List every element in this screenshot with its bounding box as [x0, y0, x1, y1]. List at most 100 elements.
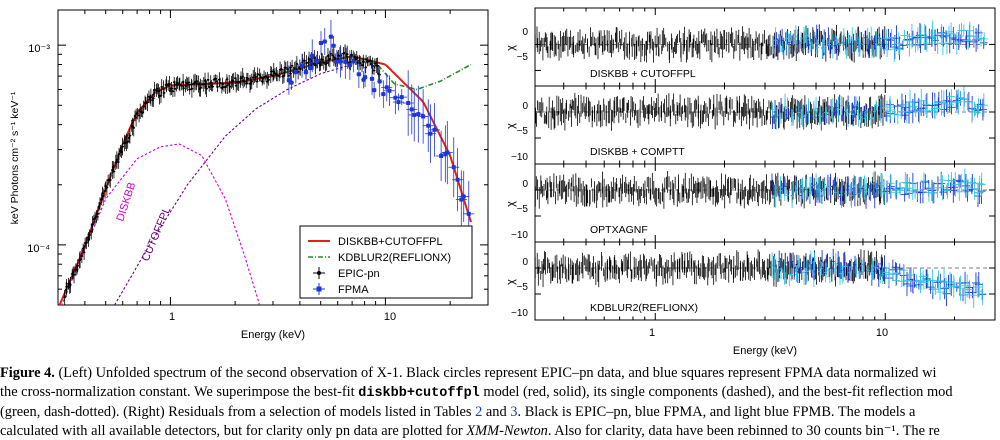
epic-pn-point — [182, 80, 185, 96]
epic-pn-point — [84, 236, 88, 250]
res-ylabel-2: χ — [505, 123, 517, 129]
legend-label-fpma: FPMA — [338, 284, 369, 296]
fpma-residual — [902, 271, 911, 297]
fpmb-residual — [980, 32, 989, 46]
fpmb-residual — [854, 258, 858, 278]
res-ytick-3-m10: −10 — [511, 230, 528, 241]
fpmb-residual — [931, 283, 940, 295]
fpmb-residual — [959, 86, 968, 111]
fpma-point — [342, 44, 348, 79]
figure-caption: Figure 4. (Left) Unfolded spectrum of th… — [0, 364, 1000, 440]
epic-pn-point — [250, 73, 254, 90]
fpmb-residual — [800, 177, 804, 200]
epic-pn-point — [76, 259, 80, 273]
fpmb-residual — [805, 25, 809, 46]
fpmb-residual — [805, 260, 809, 283]
epic-pn-point — [372, 65, 376, 75]
caption-line-4: calculated with all available detectors,… — [0, 423, 940, 439]
fpmb-residual — [954, 89, 963, 115]
fpmb-residual — [779, 112, 783, 124]
fpmb-residual — [919, 181, 928, 198]
fpmb-residual — [975, 286, 984, 297]
annotation-diskbb: DISKBB — [114, 181, 138, 223]
fpma-residual — [822, 262, 826, 277]
fpmb-residual — [861, 256, 865, 280]
epic-pn-point — [319, 59, 322, 71]
epic-pn-point — [241, 72, 245, 89]
fpmb-residual — [844, 38, 848, 59]
fpmb-residual — [835, 35, 839, 46]
fpmb-residual — [932, 101, 941, 116]
legend-marker-epic-pn — [313, 267, 325, 279]
fpma-residual — [810, 104, 814, 130]
res-ytick-3-m5: −5 — [517, 204, 529, 215]
epic-pn-point — [149, 88, 153, 107]
legend-marker-fpma — [313, 283, 325, 295]
epic-pn-point — [345, 45, 349, 63]
res-ytick-4-zero: 0 — [522, 257, 528, 268]
fpma-residual — [833, 177, 837, 193]
epic-pn-point — [187, 76, 191, 89]
fpmb-residual — [912, 274, 921, 289]
epic-pn-point — [243, 76, 246, 87]
epic-pn-point — [211, 81, 215, 92]
epic-pn-point — [224, 80, 228, 94]
fpma-residual — [820, 188, 824, 204]
fpmb-residual — [785, 189, 789, 202]
fpmb-residual — [880, 173, 884, 199]
fpmb-residual — [789, 31, 793, 43]
epic-pn-point — [120, 146, 124, 159]
fpmb-residual — [820, 39, 824, 58]
res-ylabel-4: χ — [505, 279, 517, 285]
caption-line-1: Figure 4. (Left) Unfolded spectrum of th… — [0, 365, 937, 381]
fpmb-residual — [910, 100, 919, 113]
fpma-point — [383, 75, 395, 107]
fpmb-residual — [950, 278, 959, 289]
fpmb-residual — [833, 260, 837, 277]
epic-pn-point — [112, 164, 116, 179]
fpma-residual — [830, 259, 834, 278]
fpmb-residual — [874, 100, 878, 111]
epic-pn-point — [251, 69, 255, 85]
table-ref-2[interactable]: 2 — [475, 404, 483, 420]
fpmb-residual — [831, 33, 835, 59]
epic-pn-point — [135, 107, 139, 120]
epic-pn-point — [68, 276, 72, 294]
epic-pn-point — [206, 72, 210, 88]
fpmb-residual — [770, 102, 774, 117]
fpmb-residual — [840, 96, 844, 116]
fpmb-residual — [866, 27, 870, 49]
fpmb-residual — [907, 24, 916, 49]
fpmb-residual — [911, 106, 920, 117]
fpma-point — [422, 99, 434, 153]
annotation-cutoffpl: CUTOFFPL — [140, 205, 174, 263]
fpma-residual — [915, 22, 924, 49]
fpmb-residual — [833, 186, 837, 199]
res-panel-title-3: OPTXAGNF — [590, 224, 648, 236]
res-ytick-1-m5: −5 — [517, 52, 529, 63]
res-ytick-3-zero: 0 — [522, 179, 528, 190]
fpmb-residual — [945, 271, 954, 293]
fpmb-residual — [849, 182, 853, 208]
fpma-residual — [926, 280, 935, 294]
epic-pn-point — [80, 249, 84, 263]
fpma-point — [303, 64, 309, 80]
fpmb-residual — [783, 261, 787, 285]
fpma-residual — [846, 177, 850, 195]
fpma-point — [458, 170, 470, 222]
fpmb-residual — [819, 108, 823, 124]
epic-pn-point — [228, 80, 232, 93]
fpmb-residual — [886, 100, 895, 120]
fpmb-residual — [893, 105, 902, 125]
fpmb-residual — [859, 111, 863, 124]
epic-pn-point — [128, 127, 132, 144]
epic-pn-point — [155, 82, 159, 95]
epic-pn-point — [356, 55, 360, 70]
fpmb-residual — [892, 180, 901, 199]
fpma-point — [441, 120, 453, 185]
table-ref-3[interactable]: 3 — [510, 404, 518, 420]
epic-pn-point — [64, 282, 68, 298]
fpmb-residual — [965, 279, 974, 300]
fpmb-residual — [819, 261, 823, 275]
fpma-residual — [877, 262, 881, 287]
